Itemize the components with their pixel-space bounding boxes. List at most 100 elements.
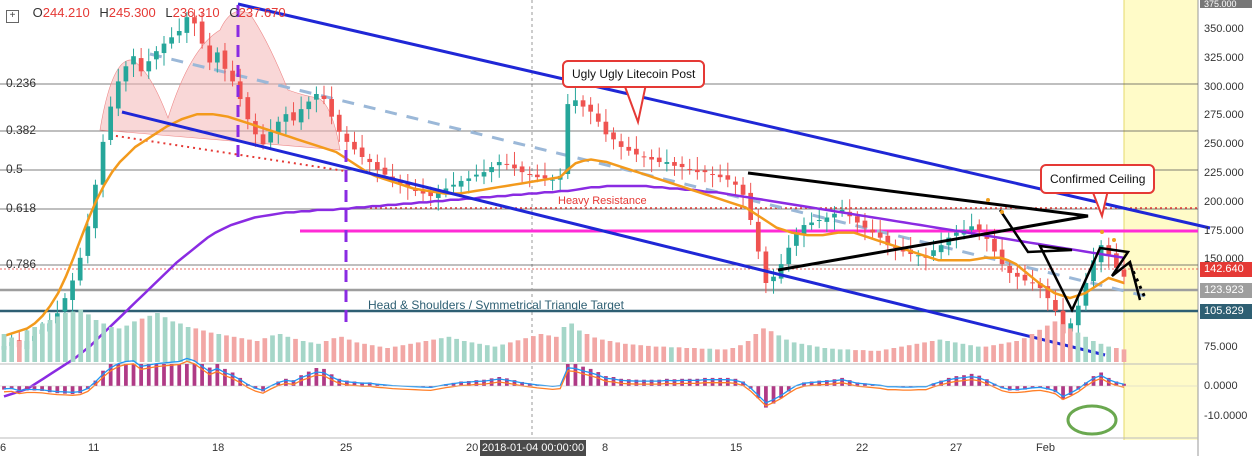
- volume-bar: [354, 342, 360, 362]
- volume-bar: [983, 346, 989, 362]
- candle-body: [771, 276, 776, 282]
- volume-bar: [109, 327, 114, 362]
- candle-body: [70, 280, 75, 301]
- candle-body: [512, 164, 517, 169]
- volume-bar: [47, 320, 53, 362]
- volume-bar: [891, 348, 897, 362]
- volume-bar: [24, 330, 30, 362]
- volume-bar: [1037, 329, 1042, 362]
- volume-bar: [538, 334, 544, 362]
- volume-bar: [124, 325, 130, 362]
- candle-body: [595, 113, 601, 122]
- fib-label-0382: 0.382: [6, 123, 37, 137]
- volume-bar: [362, 343, 367, 362]
- volume-bar: [669, 347, 674, 362]
- candle-body: [222, 50, 228, 69]
- candle-body: [649, 157, 654, 160]
- volume-bar: [860, 350, 866, 362]
- volume-bar: [155, 313, 160, 362]
- volume-bar: [431, 339, 436, 362]
- callout-ugly-post[interactable]: Ugly Ugly Litecoin Post: [562, 60, 706, 88]
- volume-bar: [837, 349, 843, 362]
- price-tag-teal: 105.829: [1200, 304, 1252, 319]
- volume-bar: [791, 342, 797, 362]
- volume-bar: [507, 342, 513, 362]
- macd-line: [3, 357, 1125, 404]
- date-label: Feb: [1036, 442, 1055, 454]
- volume-bar: [738, 345, 743, 362]
- price-axis-label: 175.000: [1204, 225, 1244, 237]
- candle-body: [214, 52, 220, 63]
- candle-body: [253, 121, 258, 135]
- candle-body: [77, 257, 83, 281]
- candle-body: [573, 100, 578, 106]
- volume-bar: [876, 350, 881, 362]
- volume-bar: [385, 348, 390, 362]
- volume-bar: [584, 334, 590, 362]
- price-axis-label: 275.000: [1204, 109, 1244, 121]
- candle-body: [778, 264, 784, 279]
- candle-body: [199, 21, 205, 44]
- volume-bar: [78, 309, 84, 362]
- volume-bar: [1006, 342, 1012, 362]
- volume-axis-label: 75.000: [1204, 341, 1238, 353]
- volume-bar: [1083, 336, 1088, 362]
- volume-bar: [1121, 349, 1127, 362]
- projection-path: [998, 209, 1142, 313]
- volume-bar: [929, 341, 935, 362]
- macd-axis-label: -10.0000: [1204, 410, 1248, 422]
- signal-dot: [986, 198, 990, 202]
- plus-box-icon[interactable]: +: [6, 10, 19, 23]
- candle-body: [534, 174, 540, 178]
- candle-body: [824, 217, 830, 222]
- price-axis-label: 250.000: [1204, 138, 1244, 150]
- volume-bar: [392, 346, 398, 362]
- date-label: 27: [950, 442, 963, 454]
- volume-bar: [607, 341, 613, 362]
- candle-body: [1037, 283, 1043, 289]
- volume-bar: [991, 345, 996, 362]
- volume-bar: [830, 348, 835, 362]
- candle-body: [382, 167, 388, 175]
- candle-body: [527, 174, 533, 176]
- volume-bar: [1075, 332, 1081, 362]
- candle-body: [169, 37, 174, 44]
- candle-body: [1045, 286, 1051, 299]
- volume-bar: [822, 348, 828, 362]
- callout-confirmed-ceiling[interactable]: Confirmed Ceiling: [1040, 164, 1156, 194]
- volume-bar: [1060, 324, 1065, 362]
- candle-body: [336, 114, 342, 132]
- volume-bar: [32, 327, 38, 362]
- volume-bar: [960, 343, 966, 362]
- candle-body: [115, 81, 121, 109]
- signal-dot: [1000, 210, 1004, 214]
- volume-bar: [768, 331, 774, 362]
- callout-pointer-post: [622, 83, 648, 126]
- candle-body: [93, 184, 98, 229]
- volume-bar: [1029, 334, 1035, 362]
- candle-body: [123, 66, 129, 82]
- volume-bar: [630, 344, 636, 362]
- candle-body: [1091, 260, 1096, 282]
- candle-body: [992, 238, 997, 252]
- volume-bar: [101, 323, 107, 362]
- ohlc-readout: + O244.210 H245.300 L236.310 C237.670: [6, 5, 286, 23]
- volume-bar: [408, 343, 413, 362]
- candle-body: [359, 147, 365, 157]
- volume-bar: [469, 342, 475, 362]
- volume-bar: [600, 339, 605, 362]
- volume-bar: [653, 346, 659, 362]
- candle-body: [664, 162, 670, 164]
- volume-bar: [400, 345, 406, 362]
- candle-body: [717, 174, 723, 178]
- price-tag-red: 142.640: [1200, 262, 1252, 277]
- volume-bar: [799, 343, 805, 362]
- candle-body: [146, 61, 152, 72]
- candle-body: [237, 81, 243, 100]
- volume-bar: [699, 348, 705, 362]
- candle-body: [85, 226, 91, 256]
- volume-bar: [139, 318, 145, 362]
- high-key: H: [99, 5, 109, 20]
- fib-label-0236: 0.236: [6, 76, 37, 90]
